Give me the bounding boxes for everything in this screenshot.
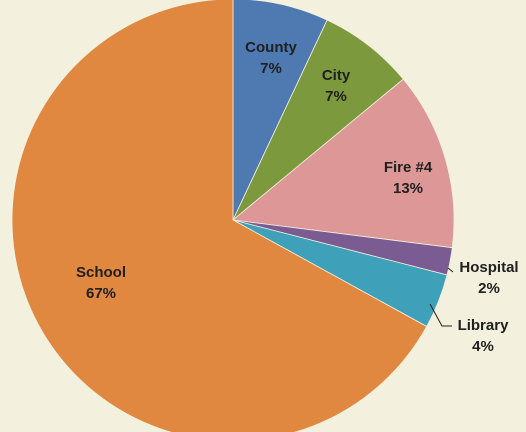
- slices-layer: [11, 0, 455, 432]
- pie-slice-fire-4: [232, 78, 455, 249]
- slice-label-hospital: Hospital 2%: [459, 259, 518, 297]
- leader-line-hospital: [447, 267, 454, 273]
- slice-label-city: City 7%: [322, 67, 351, 105]
- leader-lines-layer: [429, 267, 454, 327]
- slice-label-county: County 7%: [245, 39, 297, 77]
- leader-line-library: [429, 303, 452, 327]
- slice-label-fire-4: Fire #4 13%: [384, 159, 433, 197]
- labels-layer: County 7% City 7% Fire #4 13% Hospital 2% Librar…: [76, 39, 519, 355]
- pie-slice-school: [11, 0, 428, 432]
- slice-label-school: School 67%: [76, 264, 126, 302]
- slice-label-library: Library 4%: [458, 317, 510, 355]
